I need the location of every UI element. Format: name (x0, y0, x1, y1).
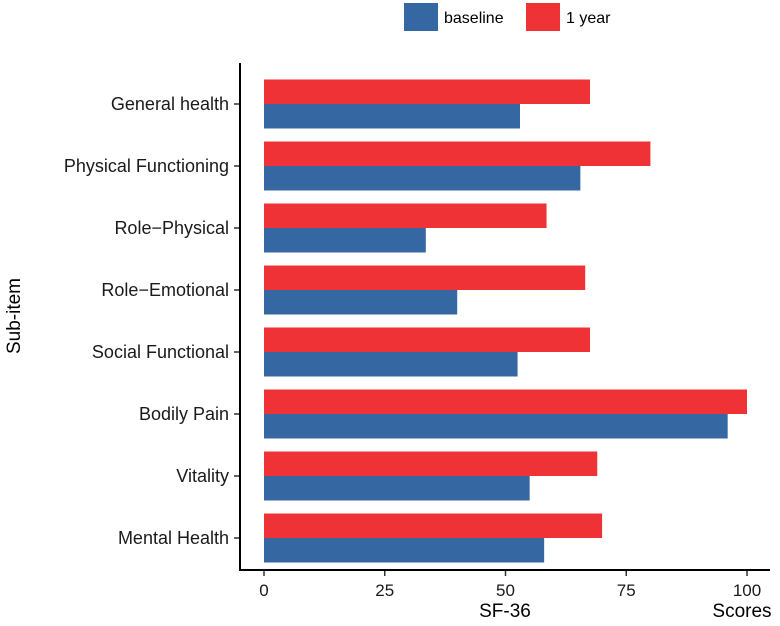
bars-group (264, 79, 747, 563)
x-tick-label-75: 75 (617, 581, 636, 600)
bar-1-year-role-emotional (264, 265, 586, 290)
category-label-general-health: General health (111, 94, 229, 114)
bar-1-year-mental-health (264, 513, 603, 538)
bar-baseline-social-functional (264, 352, 518, 377)
x-tick-label-50: 50 (496, 581, 515, 600)
x-ticks: 0 25 50 75 100 (259, 570, 761, 600)
category-labels: General health Physical Functioning Role−P… (64, 94, 240, 548)
bar-1-year-vitality (264, 451, 598, 476)
category-label-role-emotional: Role−Emotional (101, 280, 229, 300)
category-label-social-functional: Social Functional (92, 342, 229, 362)
category-label-physical-functioning: Physical Functioning (64, 156, 229, 176)
bar-baseline-role-emotional (264, 290, 458, 315)
y-axis-title: Sub-item (4, 278, 25, 354)
bar-1-year-social-functional (264, 327, 591, 352)
bar-baseline-bodily-pain (264, 414, 728, 439)
bar-baseline-mental-health (264, 538, 545, 563)
legend-label-1-year: 1 year (566, 10, 611, 27)
legend-swatch-baseline (404, 3, 438, 31)
bar-baseline-role-physical (264, 228, 426, 253)
bar-1-year-role-physical (264, 203, 547, 228)
x-tick-label-25: 25 (375, 581, 394, 600)
category-label-role-physical: Role−Physical (114, 218, 229, 238)
bar-baseline-vitality (264, 476, 530, 501)
x-axis-title-secondary: Scores (712, 601, 771, 622)
bar-1-year-physical-functioning (264, 141, 651, 166)
category-label-bodily-pain: Bodily Pain (139, 404, 229, 424)
category-label-mental-health: Mental Health (118, 528, 229, 548)
bar-1-year-bodily-pain (264, 389, 747, 414)
x-tick-label-0: 0 (259, 581, 268, 600)
legend-label-baseline: baseline (444, 10, 504, 27)
category-label-vitality: Vitality (176, 466, 229, 486)
x-axis-title: SF-36 (479, 601, 531, 622)
bar-1-year-general-health (264, 79, 591, 104)
legend-swatch-1-year (526, 3, 560, 31)
bar-baseline-physical-functioning (264, 166, 581, 191)
bar-baseline-general-health (264, 104, 520, 129)
x-tick-label-100: 100 (733, 581, 761, 600)
legend: baseline 1 year (404, 3, 611, 31)
